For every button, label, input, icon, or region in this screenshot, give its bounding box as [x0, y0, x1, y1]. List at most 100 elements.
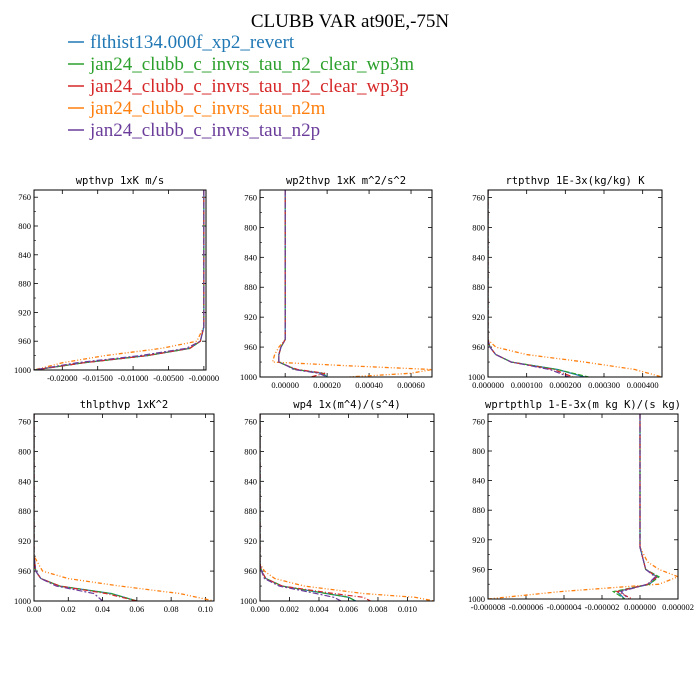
- legend-label: flthist134.000f_xp2_revert: [90, 32, 295, 53]
- y-tick-label: 840: [244, 252, 257, 262]
- y-tick-label: 760: [18, 192, 31, 202]
- plot-frame: [487, 413, 679, 600]
- plot-frame: [259, 413, 435, 602]
- x-tick-label: 0.008: [368, 604, 387, 614]
- panels: wpthvp 1xK m/s7608008408809209601000-0.0…: [14, 175, 694, 614]
- legend-label: jan24_clubb_c_invrs_tau_n2m: [89, 98, 326, 119]
- series-line: [34, 414, 138, 601]
- y-tick-label: 840: [472, 476, 485, 486]
- panel: thlpthvp 1xK^2 760 800 840 880 920 960 10000.00…: [14, 399, 215, 614]
- x-tick-label: 0.000: [250, 604, 269, 614]
- y-tick-label: 880: [244, 282, 257, 292]
- panel-title: wpthvp 1xK m/s: [76, 175, 165, 187]
- series-group: [271, 190, 432, 377]
- y-tick-label: 960: [244, 342, 257, 352]
- x-tick-label: 0.000300: [588, 380, 620, 390]
- y-tick-label: 880: [472, 282, 485, 292]
- y-tick-label: 760: [472, 192, 485, 202]
- panel-title: wp2thvp 1xK m^2/s^2: [286, 175, 406, 187]
- y-tick-label: 920: [472, 312, 485, 322]
- x-tick-label: 0.010: [398, 604, 417, 614]
- y-tick-label: 760: [472, 416, 485, 426]
- y-tick-label: 880: [18, 279, 31, 289]
- series-line: [488, 190, 585, 377]
- x-tick-label: -0.000008: [471, 602, 506, 612]
- legend-label: jan24_clubb_c_invrs_tau_n2_clear_wp3m: [89, 54, 414, 75]
- series-line: [488, 414, 678, 599]
- x-tick-label: 0.000400: [627, 380, 659, 390]
- y-tick-label: 800: [472, 446, 485, 456]
- series-line: [615, 414, 659, 599]
- legend: flthist134.000f_xp2_revertjan24_clubb_c_…: [68, 32, 414, 141]
- x-tick-label: 0.006: [339, 604, 358, 614]
- y-tick-label: 880: [244, 506, 257, 516]
- series-line: [271, 190, 432, 377]
- x-tick-label: 0.00020: [313, 380, 341, 390]
- panel: wp4 1x(m^4)/(s^4)76080084088092096010000…: [240, 399, 435, 614]
- y-tick-label: 920: [18, 536, 31, 546]
- y-tick-label: 840: [18, 250, 31, 260]
- legend-entry: jan24_clubb_c_invrs_tau_n2m: [68, 98, 326, 119]
- x-tick-label: 0.000000: [624, 602, 656, 612]
- x-tick-label: 0.00060: [397, 380, 425, 390]
- x-tick-label: 0.04: [95, 604, 111, 614]
- y-tick-label: 800: [244, 446, 257, 456]
- y-tick-label: 1000: [14, 596, 31, 606]
- panel: wp2thvp 1xK m^2/s^2 760 800 840 880 920 960 100…: [240, 175, 433, 390]
- legend-entry: jan24_clubb_c_invrs_tau_n2p: [68, 120, 320, 141]
- y-tick-label: 960: [472, 342, 485, 352]
- panel-title: thlpthvp 1xK^2: [80, 399, 169, 411]
- y-tick-label: 840: [244, 476, 257, 486]
- y-tick-label: 960: [472, 564, 485, 574]
- series-group: [34, 190, 205, 370]
- x-tick-label: -0.000004: [547, 602, 582, 612]
- series-line: [34, 414, 214, 601]
- panel: wpthvp 1xK m/s 760 800 840 880 920 960 1000 -0.0…: [14, 175, 219, 383]
- plot-frame: [33, 413, 215, 602]
- x-tick-label: 0.08: [164, 604, 179, 614]
- y-tick-label: 960: [244, 566, 257, 576]
- y-tick-label: 840: [472, 252, 485, 262]
- series-line: [34, 414, 103, 601]
- y-tick-label: 800: [472, 222, 485, 232]
- series-line: [34, 190, 205, 370]
- series-line: [619, 414, 657, 599]
- series-line: [34, 190, 205, 370]
- y-tick-label: 1000: [14, 365, 31, 375]
- x-tick-label: 0.004: [309, 604, 329, 614]
- y-tick-label: 1000: [468, 594, 485, 604]
- x-tick-label: 0.00: [27, 604, 42, 614]
- legend-entry: jan24_clubb_c_invrs_tau_n2_clear_wp3p: [68, 76, 409, 97]
- plot-frame: [259, 189, 433, 378]
- y-tick-label: 760: [18, 416, 31, 426]
- y-tick-label: 880: [472, 505, 485, 515]
- x-tick-label: -0.01500: [82, 373, 112, 383]
- series-group: [34, 414, 214, 601]
- x-tick-label: 0.00000: [271, 380, 299, 390]
- series-line: [260, 414, 434, 601]
- series-group: [488, 414, 678, 599]
- x-tick-label: -0.000002: [585, 602, 620, 612]
- y-tick-label: 800: [18, 221, 31, 231]
- x-tick-label: 0.10: [198, 604, 213, 614]
- x-tick-label: -0.000006: [509, 602, 544, 612]
- y-tick-label: 1000: [468, 372, 485, 382]
- y-tick-label: 920: [18, 307, 31, 317]
- series-group: [488, 190, 662, 377]
- x-tick-label: 0.000200: [549, 380, 581, 390]
- plot-frame: [487, 189, 663, 378]
- series-line: [488, 190, 574, 377]
- y-tick-label: 920: [244, 536, 257, 546]
- legend-entry: jan24_clubb_c_invrs_tau_n2_clear_wp3m: [68, 54, 414, 75]
- x-tick-label: 0.00040: [355, 380, 383, 390]
- x-tick-label: 0.000002: [662, 602, 694, 612]
- series-line: [34, 414, 138, 601]
- x-tick-label: -0.00500: [153, 373, 183, 383]
- y-tick-label: 800: [18, 446, 31, 456]
- series-line: [278, 190, 328, 377]
- series-line: [488, 190, 662, 377]
- y-tick-label: 1000: [240, 596, 257, 606]
- panel-title: wprtpthlp 1-E-3x(m kg K)/(s kg): [485, 399, 681, 411]
